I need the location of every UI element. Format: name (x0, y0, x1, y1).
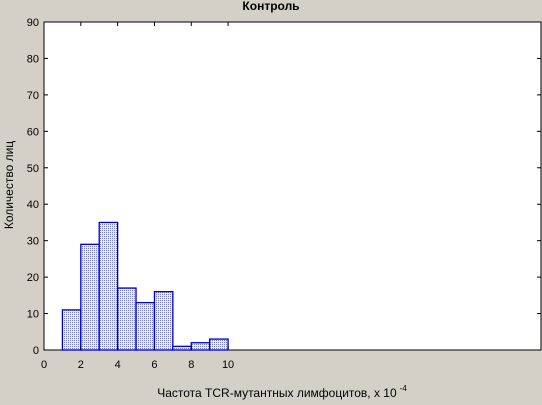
x-axis-label-text: Частота TCR-мутантных лимфоцитов, х 10 (157, 386, 397, 400)
y-tick-label: 60 (27, 126, 39, 138)
x-axis-label-exponent: -4 (400, 384, 408, 393)
x-tick-label: 6 (151, 359, 157, 371)
histogram-bar-8 (190, 342, 211, 351)
y-tick-label: 90 (27, 17, 39, 29)
y-tick-label: 40 (27, 199, 39, 211)
y-tick-label: 30 (27, 236, 39, 248)
y-tick-label: 70 (27, 90, 39, 102)
x-tick-label: 0 (41, 359, 47, 371)
histogram-bar-4 (116, 287, 137, 351)
histogram-bar-9 (209, 338, 229, 351)
histogram-bar-7 (172, 345, 192, 351)
x-tick-label: 10 (222, 359, 234, 371)
histogram-bar-5 (135, 301, 156, 351)
histogram-bar-6 (153, 291, 174, 351)
y-axis-label: Количество лиц (2, 141, 16, 229)
histogram-bar-3 (98, 221, 119, 351)
chart-title: Контроль (242, 0, 299, 13)
histogram-bar-2 (80, 243, 100, 351)
y-tick-label: 50 (27, 163, 39, 175)
y-tick-label: 80 (27, 53, 39, 65)
y-tick-label: 10 (27, 309, 39, 321)
y-tick-label: 20 (27, 272, 39, 284)
x-axis-label: Частота TCR-мутантных лимфоцитов, х 10 -4 (157, 384, 407, 400)
y-tick-label: 0 (33, 345, 39, 357)
histogram-bar-1 (61, 309, 82, 351)
x-tick-label: 2 (78, 359, 84, 371)
x-tick-label: 8 (188, 359, 194, 371)
x-tick-label: 4 (115, 359, 121, 371)
